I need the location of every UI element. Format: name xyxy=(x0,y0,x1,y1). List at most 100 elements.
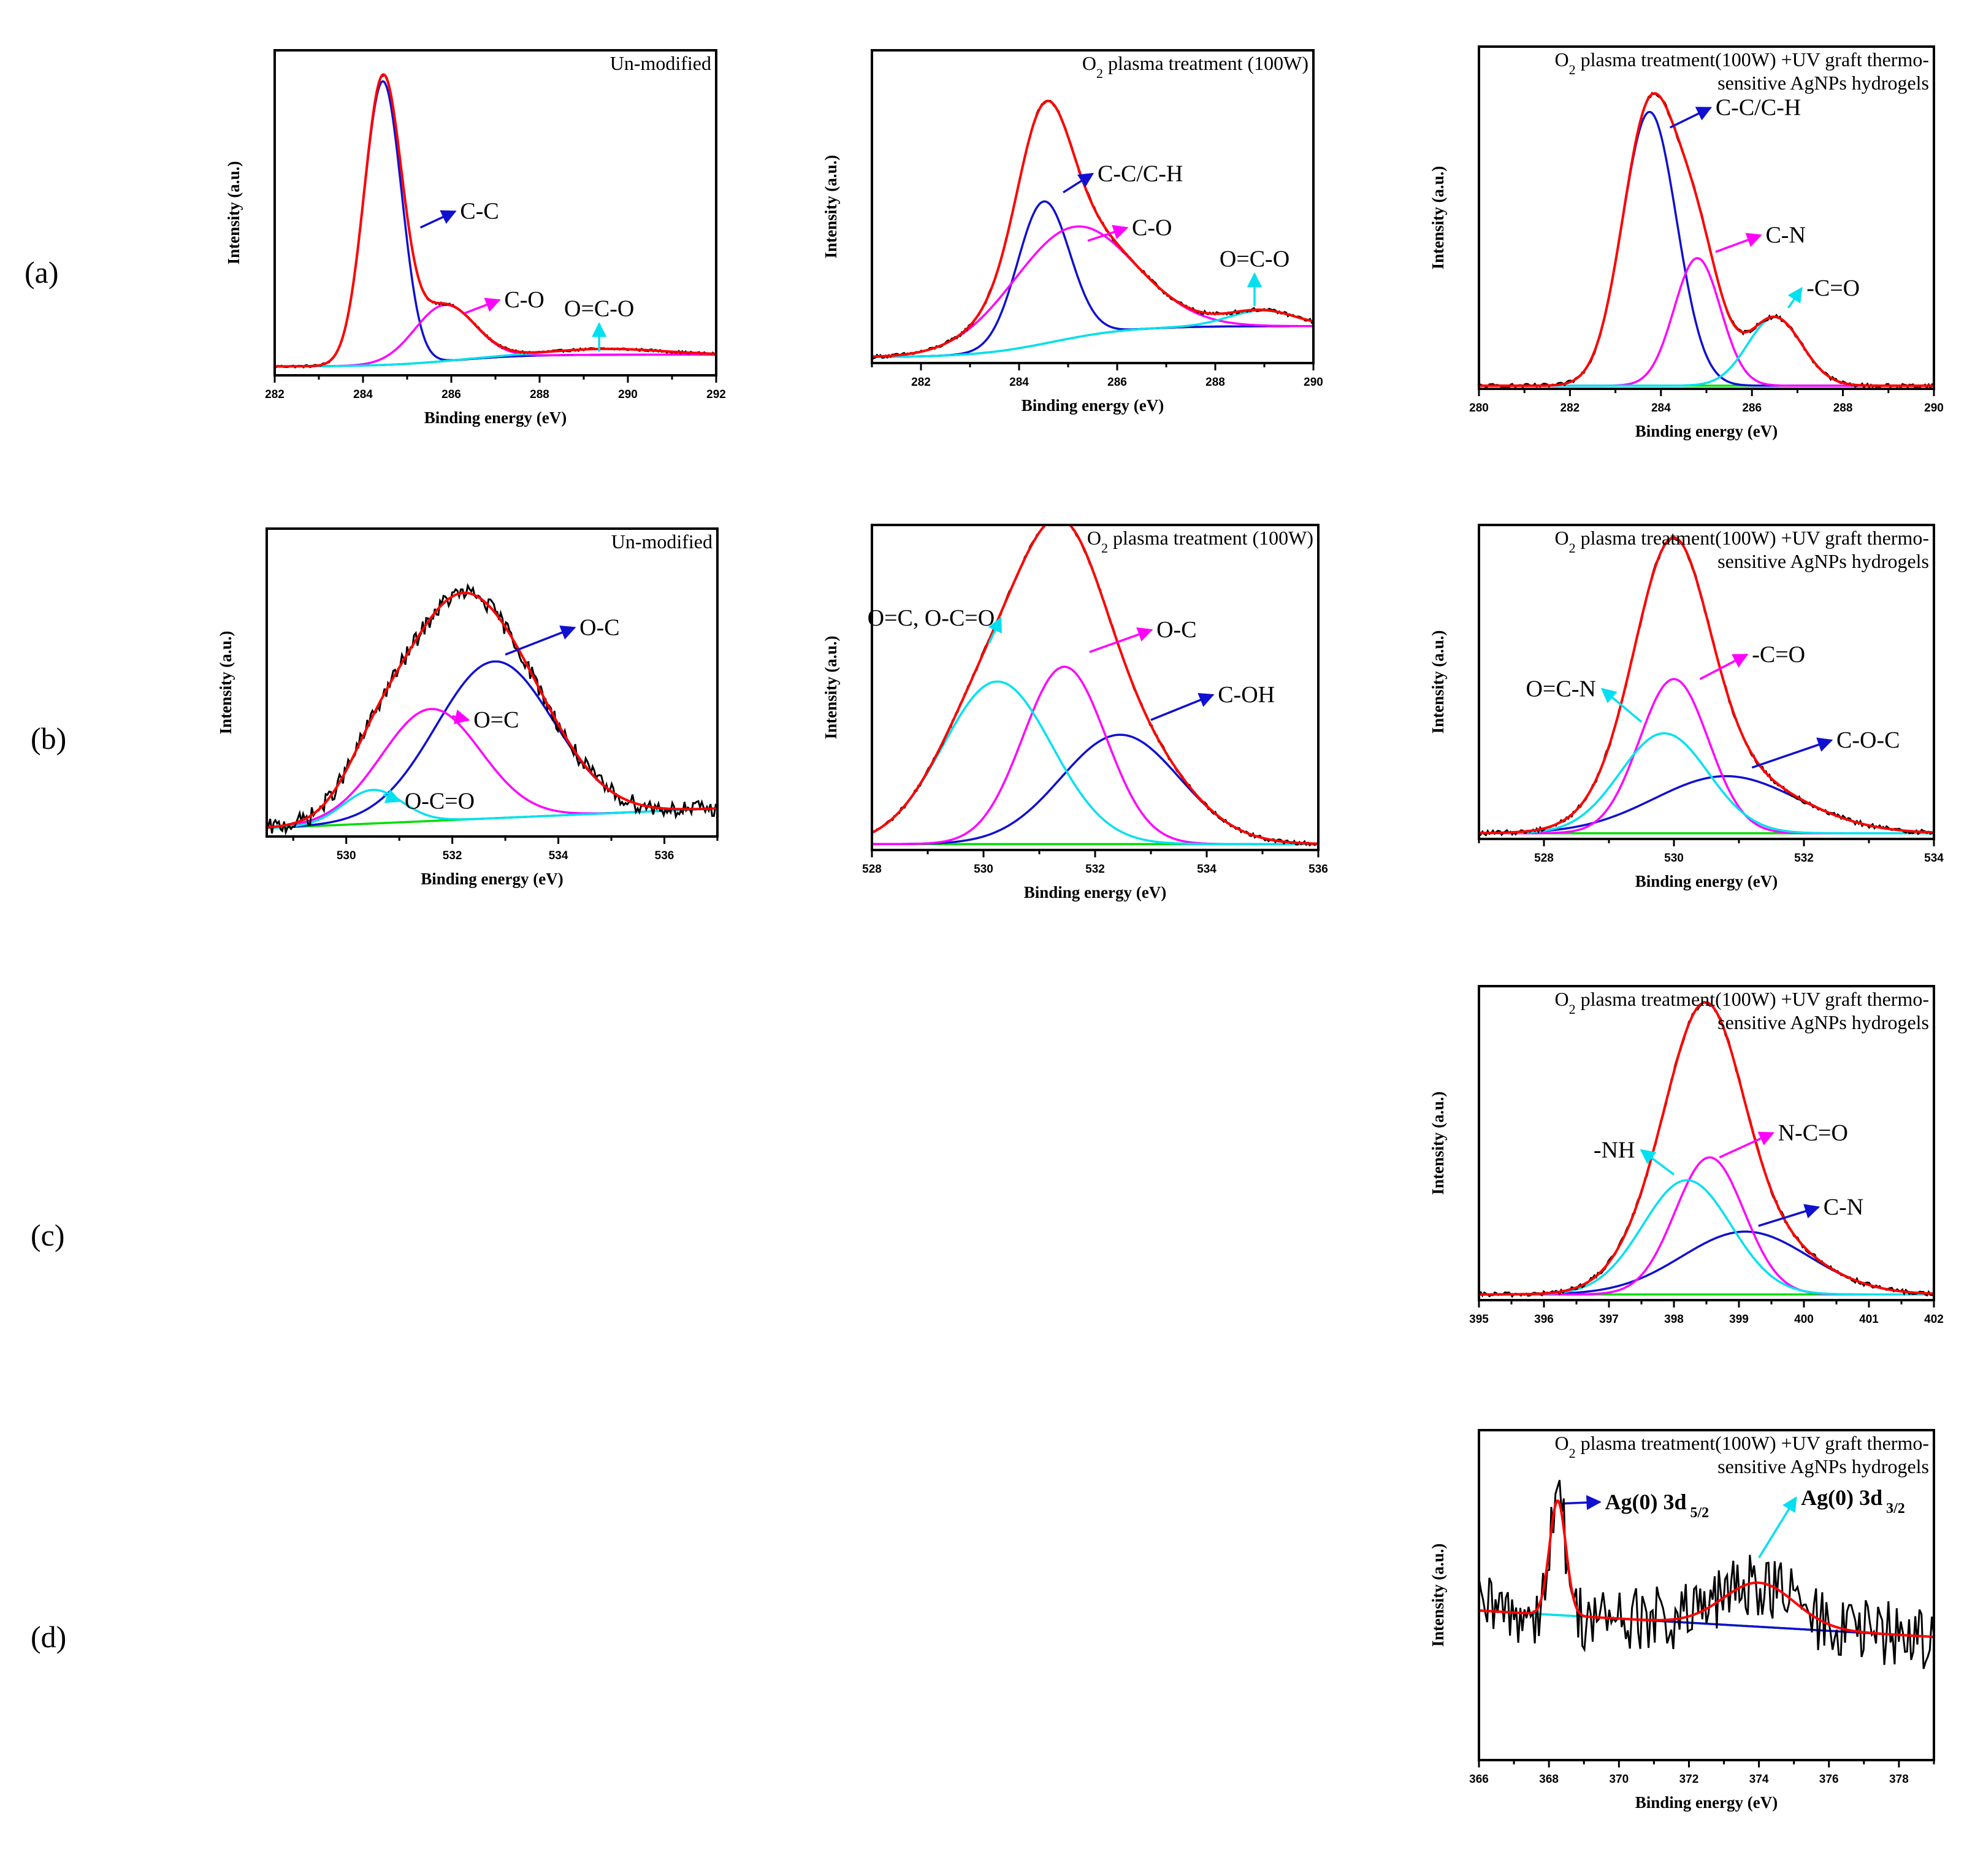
panel-title-line2: sensitive AgNPs hydrogels xyxy=(1717,72,1929,94)
chart-panel-a1: 282 284 286 288 290 292 Binding energy (eV) Int… xyxy=(224,49,726,427)
panel-title-line2: sensitive AgNPs hydrogels xyxy=(1717,1455,1929,1477)
fit-envelope-line xyxy=(275,73,716,368)
x-tick-label: 398 xyxy=(1664,1313,1684,1326)
panel-title: Un-modified xyxy=(610,52,711,74)
peak-arrow xyxy=(1150,692,1215,721)
y-axis-title: Intensity (a.u.) xyxy=(224,161,243,265)
panel-title: Un-modified xyxy=(611,530,712,553)
component-curve-2 xyxy=(1479,1156,1934,1296)
y-axis-title: Intensity (a.u.) xyxy=(822,636,840,740)
peak-label: C-N xyxy=(1765,223,1805,248)
peak-label: -C=O xyxy=(1806,275,1860,301)
peak-label: -C=O xyxy=(1752,641,1805,667)
x-tick-label: 530 xyxy=(974,863,993,876)
background-line xyxy=(872,325,1313,358)
x-axis-title: Binding energy (eV) xyxy=(1635,872,1778,890)
chart-panel-b1: 530 532 534 536 Binding energy (eV) Intensity… xyxy=(216,527,719,888)
plot-frame xyxy=(1478,45,1935,390)
peak-label: O=C xyxy=(473,707,519,733)
component-curve-1 xyxy=(1479,110,1934,387)
peak-label: O-C=O xyxy=(405,788,475,814)
fit-envelope-line xyxy=(872,99,1313,358)
chart-panel-a2: 282 284 286 288 290 Binding energy (eV) Intens… xyxy=(822,49,1323,415)
component-curve-3 xyxy=(872,309,1313,358)
fit-envelope-line xyxy=(1479,1001,1934,1296)
peak-label: C-OH xyxy=(1218,682,1275,708)
panel-title: O2 plasma treatment (100W) xyxy=(1082,52,1308,81)
x-tick-label: 395 xyxy=(1469,1313,1489,1326)
x-tick-label: 396 xyxy=(1534,1313,1554,1326)
peak-label: C-O xyxy=(1132,215,1172,240)
row-label-a: (a) xyxy=(25,255,59,289)
x-tick-label: 534 xyxy=(1924,852,1944,865)
fit-envelope-line xyxy=(1479,92,1934,387)
peak-label: C-C xyxy=(460,199,499,224)
peak-arrow xyxy=(464,297,501,315)
peak-label: O-C xyxy=(1156,617,1196,643)
panel-title: O2 plasma treatment (100W) xyxy=(1087,527,1313,556)
chart-panel-a3: 280 282 284 286 288 290 Binding energy (eV) Int… xyxy=(1429,45,1944,440)
fit-envelope-line xyxy=(1479,536,1934,835)
x-tick-label: 530 xyxy=(1664,852,1684,865)
component-curve-2 xyxy=(1479,257,1934,387)
plot-frame xyxy=(1478,524,1935,840)
panel-title-line2: sensitive AgNPs hydrogels xyxy=(1717,1011,1929,1033)
peak-arrow xyxy=(505,625,576,656)
raw-spectrum-line xyxy=(1479,1001,1934,1298)
x-tick-label: 532 xyxy=(1794,852,1814,865)
peak-label: Ag(0) 3d 5/2 xyxy=(1605,1490,1709,1521)
peak-label: N-C=O xyxy=(1778,1120,1848,1146)
x-tick-label: 536 xyxy=(655,849,674,862)
peak-label: C-O-C xyxy=(1836,727,1900,753)
fit-envelope-line xyxy=(1479,1499,1934,1639)
x-axis-title: Binding energy (eV) xyxy=(424,408,567,427)
component-curve-3 xyxy=(267,789,717,829)
peak-label: C-O xyxy=(504,287,544,313)
component-curve-3 xyxy=(872,680,1318,846)
peak-arrow xyxy=(1699,653,1749,680)
x-tick-label: 397 xyxy=(1599,1313,1619,1326)
x-tick-label: 290 xyxy=(1304,376,1323,389)
peak-arrow xyxy=(1640,1149,1675,1176)
peak-arrow xyxy=(419,210,457,229)
peak-arrow xyxy=(452,710,470,724)
x-tick-label: 378 xyxy=(1889,1773,1909,1786)
peak-label: O=C, O-C=O xyxy=(868,605,995,631)
y-axis-title: Intensity (a.u.) xyxy=(822,155,840,259)
x-tick-label: 530 xyxy=(337,849,356,862)
chart-panel-b3: 528 530 532 534 Binding energy (eV) Intensity… xyxy=(1429,524,1944,890)
x-tick-label: 292 xyxy=(706,388,726,401)
x-tick-label: 376 xyxy=(1819,1773,1839,1786)
x-tick-label: 282 xyxy=(911,376,931,389)
row-label-d: (d) xyxy=(31,1620,67,1654)
peak-label: O=C-O xyxy=(1220,246,1289,272)
x-tick-label: 372 xyxy=(1679,1773,1699,1786)
component-curve-2 xyxy=(1479,678,1934,835)
x-tick-label: 288 xyxy=(1833,402,1853,415)
peak-arrow xyxy=(1669,107,1713,129)
plot-frame xyxy=(265,527,719,838)
x-axis-title: Binding energy (eV) xyxy=(1635,422,1778,440)
panel-title: O2 plasma treatment(100W) +UV graft ther… xyxy=(1555,1432,1929,1461)
peak-label: C-N xyxy=(1824,1194,1863,1220)
chart-panel-d3: 366 368 370 372 374 376 378 Binding energy (eV)… xyxy=(1429,1429,1935,1812)
x-tick-label: 366 xyxy=(1469,1773,1489,1786)
x-tick-label: 401 xyxy=(1859,1313,1879,1326)
peak-arrow xyxy=(1089,627,1153,653)
x-tick-label: 282 xyxy=(265,388,285,401)
chart-panel-c3: 395 396 397 398 399 400 401 402 Intensity (a.u.)… xyxy=(1429,985,1944,1326)
peak-arrow xyxy=(1600,687,1643,723)
row-label-b: (b) xyxy=(31,721,67,756)
panel-title: O2 plasma treatment(100W) +UV graft ther… xyxy=(1555,988,1929,1017)
x-axis-title: Binding energy (eV) xyxy=(421,870,563,888)
x-axis-title: Binding energy (eV) xyxy=(1024,883,1167,902)
x-tick-label: 368 xyxy=(1539,1773,1559,1786)
y-axis-title: Intensity (a.u.) xyxy=(1429,166,1447,270)
x-tick-label: 532 xyxy=(443,849,462,862)
x-tick-label: 280 xyxy=(1469,402,1489,415)
y-axis-title: Intensity (a.u.) xyxy=(216,631,235,735)
peak-arrow xyxy=(1087,224,1129,242)
peak-arrow xyxy=(1715,232,1762,253)
x-tick-label: 534 xyxy=(1197,863,1217,876)
